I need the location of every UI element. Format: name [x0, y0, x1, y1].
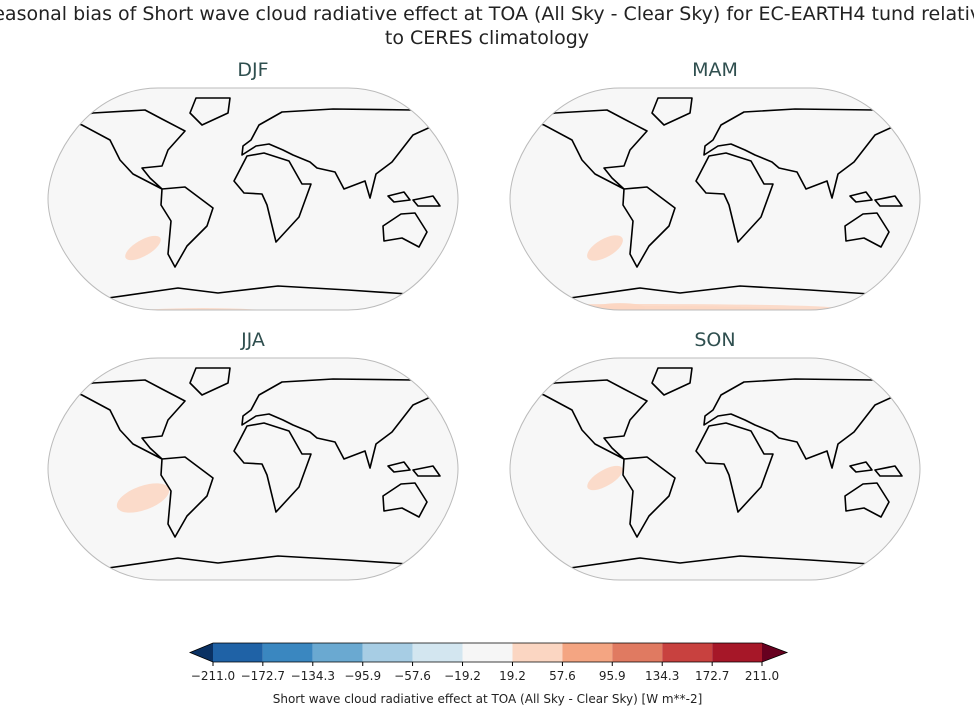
colorbar-tick-label: −211.0 [191, 669, 235, 683]
colorbar-tick-label: 19.2 [499, 669, 526, 683]
colorbar-bin [412, 643, 463, 662]
map-panel [25, 357, 459, 694]
colorbar-tick-label: 211.0 [745, 669, 779, 683]
colorbar-tick-label: −95.9 [344, 669, 381, 683]
anomaly-field [103, 235, 303, 310]
colorbar-bin [562, 643, 613, 662]
colorbar-bin [213, 643, 263, 662]
figure-title: Seasonal bias of Short wave cloud radiat… [0, 3, 974, 49]
colorbar-tick-label: 134.3 [645, 669, 679, 683]
panel-title: MAM [692, 59, 738, 81]
colorbar-bin [362, 643, 413, 662]
panel-title: DJF [237, 59, 268, 81]
anomaly-patch [26, 682, 226, 694]
map-outline [509, 87, 921, 311]
anomaly-patch [587, 465, 623, 491]
anomaly-field [25, 483, 355, 694]
colorbar-bin [712, 643, 762, 662]
colorbar-bin [512, 643, 563, 662]
colorbar-bin [312, 643, 363, 662]
panel-title: SON [694, 329, 735, 351]
anomaly-patch [125, 235, 161, 261]
map-outline [47, 87, 459, 311]
colorbar-under [190, 643, 213, 662]
colorbar-tick-label: −134.3 [291, 669, 335, 683]
colorbar-tick-label: 172.7 [695, 669, 729, 683]
map-outline [47, 357, 459, 581]
anomaly-patch [103, 308, 303, 310]
map-panel [47, 87, 459, 311]
map-background [48, 358, 458, 580]
map-panel [509, 357, 921, 623]
colorbar-tick-label: 57.6 [549, 669, 576, 683]
colorbar-bin [662, 643, 713, 662]
colorbar-over [762, 643, 787, 662]
colorbar-bin [262, 643, 313, 662]
anomaly-field [545, 465, 755, 623]
anomaly-patch [25, 621, 355, 635]
colorbar-tick-label: 95.9 [599, 669, 626, 683]
colorbar-bin [612, 643, 663, 662]
colorbar-tick-label: −57.6 [394, 669, 431, 683]
colorbar-tick-label: −172.7 [241, 669, 285, 683]
colorbar-label: Short wave cloud radiative effect at TOA… [273, 692, 703, 706]
map-background [510, 88, 920, 310]
colorbar-bin [462, 643, 513, 662]
map-background [48, 88, 458, 310]
map-outline [509, 357, 921, 581]
anomaly-patch [116, 483, 170, 513]
anomaly-patch [545, 613, 755, 623]
map-background [510, 358, 920, 580]
colorbar-tick-label: −19.2 [444, 669, 481, 683]
anomaly-patch [587, 235, 623, 261]
panel-title: JJA [240, 329, 265, 351]
anomaly-patch [510, 306, 820, 310]
